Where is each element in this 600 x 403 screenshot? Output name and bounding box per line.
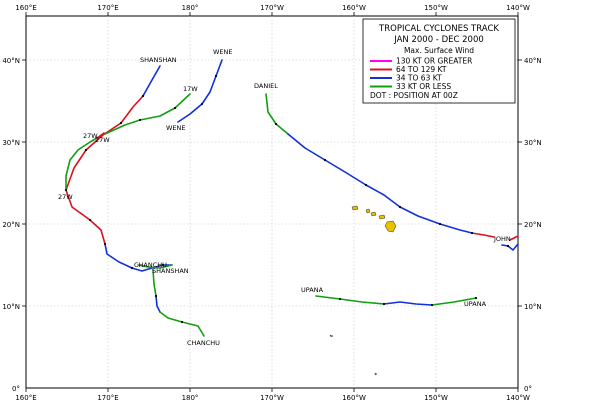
storm-label-27w: 27W — [83, 132, 98, 140]
lon-labels-top: 160°E 170°E 180° 170°W 160°W 150°W 140°W — [15, 4, 530, 12]
track-segment — [383, 301, 433, 306]
lat-tick-label: 10°N — [2, 303, 20, 311]
storm-label-daniel: DANIEL — [254, 82, 278, 90]
storm-label-upana: UPANA — [301, 286, 324, 294]
track-shanshan-27w — [65, 65, 173, 272]
island-kauai — [351, 205, 359, 211]
tick-marks — [22, 12, 522, 392]
lon-tick-label: 170°W — [260, 394, 284, 402]
storm-label-27w: 27W — [95, 136, 110, 144]
track-segment — [177, 59, 223, 123]
legend-label-34kt: 34 TO 63 KT — [396, 74, 442, 83]
legend-label-64kt: 64 TO 129 KT — [396, 65, 447, 74]
track-segment — [65, 95, 144, 245]
track-segment — [65, 137, 98, 191]
lat-tick-label: 0° — [524, 385, 532, 393]
lon-tick-label: 140°W — [506, 394, 530, 402]
legend-wind-heading: Max. Surface Wind — [404, 46, 474, 55]
lon-tick-label: 160°W — [342, 4, 366, 12]
island-maui — [378, 214, 386, 220]
lon-labels-bottom: 160°E 170°E 180° 170°W 160°W 150°W 140°W — [15, 394, 530, 402]
lat-tick-label: 20°N — [2, 221, 20, 229]
islet — [374, 372, 378, 376]
track-segment — [142, 65, 161, 97]
lon-tick-label: 140°W — [506, 4, 530, 12]
lon-tick-label: 180° — [182, 4, 199, 12]
storm-labels: SHANSHAN SHANSHAN 27W 27W 27W WENE WENE … — [58, 48, 511, 347]
legend: TROPICAL CYCLONES TRACK JAN 2000 - DEC 2… — [362, 18, 516, 104]
storm-label-chanchu: CHANCHU — [134, 261, 167, 269]
track-segment — [137, 264, 173, 269]
track-upana — [315, 295, 477, 306]
storm-label-wene: WENE — [166, 124, 186, 132]
storm-label-chanchu: CHANCHU — [187, 339, 220, 347]
track-segment — [315, 295, 385, 305]
lon-tick-label: 150°W — [424, 4, 448, 12]
legend-date-range: JAN 2000 - DEC 2000 — [393, 35, 484, 45]
track-segment — [501, 243, 519, 251]
storm-label-shanshan: SHANSHAN — [140, 56, 177, 64]
lat-tick-label: 40°N — [2, 57, 20, 65]
storm-label-wene: WENE — [213, 48, 233, 56]
track-john — [501, 235, 519, 251]
lon-tick-label: 160°E — [15, 394, 36, 402]
track-segment — [104, 243, 173, 272]
legend-dot-note: DOT : POSITION AT 00Z — [370, 91, 458, 100]
lon-tick-label: 170°E — [97, 4, 118, 12]
position-dots — [64, 74, 510, 324]
track-27w-extra — [65, 132, 105, 191]
lat-labels-right: 0° 10°N 20°N 30°N 40°N — [524, 57, 542, 393]
track-segment — [509, 235, 519, 241]
island-oahu — [365, 208, 371, 214]
island-hawaii — [384, 220, 397, 233]
track-wene-17w — [104, 59, 223, 135]
track-segment — [152, 269, 157, 297]
islands — [329, 205, 397, 376]
island-molokai — [370, 211, 377, 217]
lat-tick-label: 30°N — [2, 139, 20, 147]
legend-title: TROPICAL CYCLONES TRACK — [378, 24, 499, 34]
lon-tick-label: 180° — [182, 394, 199, 402]
lat-tick-label: 20°N — [524, 221, 542, 229]
track-segment — [265, 93, 289, 135]
storm-label-17w: 17W — [183, 85, 198, 93]
lon-tick-label: 160°W — [342, 394, 366, 402]
track-segment — [287, 133, 473, 234]
islet — [329, 334, 334, 338]
lon-tick-label: 170°E — [97, 394, 118, 402]
track-daniel — [265, 93, 495, 238]
legend-label-33kt: 33 KT OR LESS — [396, 82, 451, 91]
lat-tick-label: 30°N — [524, 139, 542, 147]
storm-label-john: JOHN — [493, 235, 511, 243]
storm-label-shanshan: SHANSHAN — [152, 267, 189, 275]
lat-tick-label: 40°N — [524, 57, 542, 65]
lon-tick-label: 160°E — [15, 4, 36, 12]
storm-label-27w: 27W — [58, 193, 73, 201]
storm-tracks — [65, 59, 519, 337]
lon-tick-label: 150°W — [424, 394, 448, 402]
track-segment — [104, 93, 191, 135]
lat-labels-left: 0° 10°N 20°N 30°N 40°N — [2, 57, 20, 393]
track-segment — [155, 295, 161, 313]
track-segment — [431, 297, 477, 306]
lon-tick-label: 170°W — [260, 4, 284, 12]
track-segment — [96, 132, 105, 139]
legend-label-130kt: 130 KT OR GREATER — [396, 57, 472, 66]
lat-tick-label: 0° — [12, 385, 20, 393]
track-segment — [471, 232, 495, 238]
storm-label-upana: UPANA — [464, 300, 487, 308]
lat-tick-label: 10°N — [524, 303, 542, 311]
